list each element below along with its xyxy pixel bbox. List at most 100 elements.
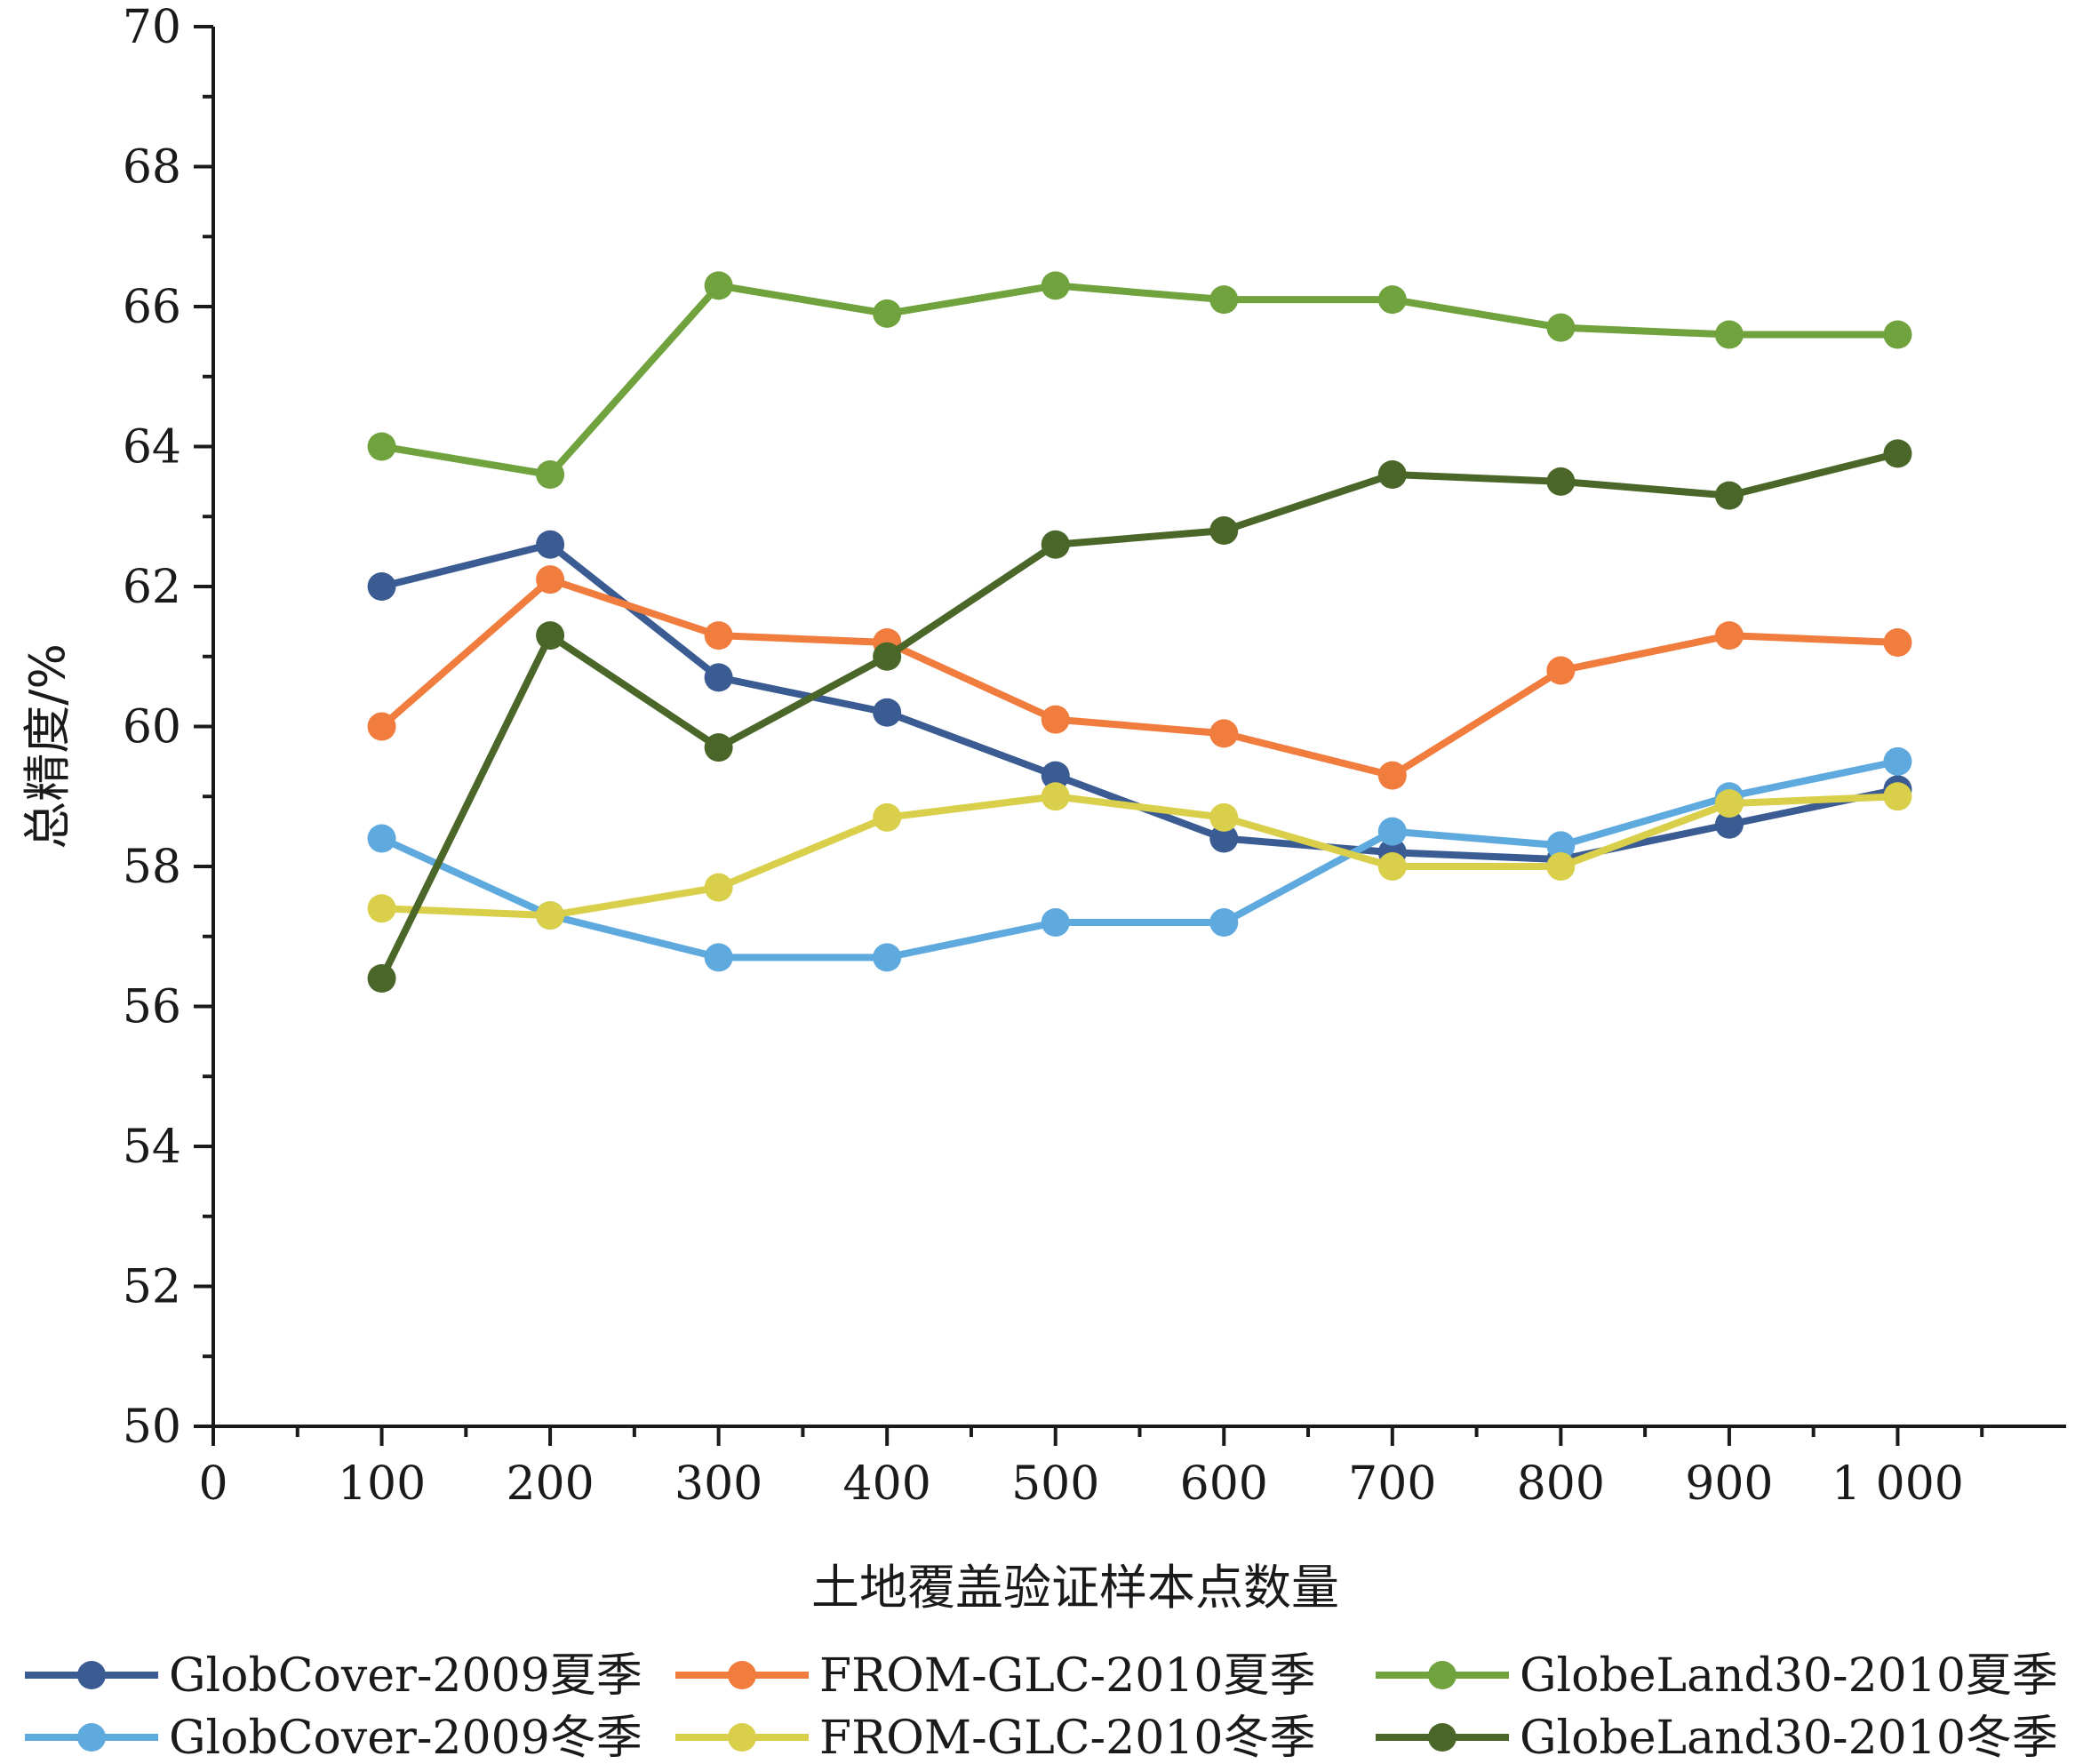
x-ticks: 0 100 200 300 400 500 600 700 800 900 1 000 xyxy=(198,1426,1984,1511)
data-point xyxy=(1041,705,1070,734)
y-axis-title: 总精度/% xyxy=(20,643,76,850)
data-point xyxy=(1209,908,1239,937)
y-tick-label: 56 xyxy=(123,981,181,1034)
data-point xyxy=(704,873,733,902)
legend-item: FROM-GLC-2010冬季 xyxy=(675,1712,1315,1764)
x-tick-label: 500 xyxy=(1011,1457,1099,1511)
data-point xyxy=(1546,656,1576,685)
data-point xyxy=(1883,746,1912,776)
data-point xyxy=(704,663,733,692)
data-point xyxy=(704,621,733,651)
series-2 xyxy=(367,565,1912,790)
data-point xyxy=(1714,481,1744,510)
series-line xyxy=(381,793,1898,920)
y-ticks: 50 52 54 56 58 60 62 64 66 68 70 xyxy=(123,1,213,1454)
series-5 xyxy=(367,782,1912,930)
series-line xyxy=(378,450,1899,980)
legend-swatch-marker xyxy=(77,1723,106,1752)
legend-swatch-marker xyxy=(728,1661,756,1689)
data-point xyxy=(1377,852,1407,881)
data-point xyxy=(1209,285,1239,315)
data-point xyxy=(536,530,565,559)
data-point xyxy=(1546,831,1576,860)
data-point xyxy=(873,698,902,727)
data-point xyxy=(1041,271,1070,300)
data-point xyxy=(1209,516,1239,545)
y-tick-label: 50 xyxy=(123,1401,181,1454)
data-point xyxy=(536,621,565,651)
y-tick-label: 66 xyxy=(123,281,181,334)
x-tick-label: 400 xyxy=(843,1457,931,1511)
legend-label: FROM-GLC-2010夏季 xyxy=(819,1649,1315,1703)
x-tick-label: 800 xyxy=(1517,1457,1605,1511)
data-point xyxy=(1883,628,1912,657)
data-point xyxy=(1714,320,1744,349)
data-point xyxy=(536,565,565,595)
data-point xyxy=(1377,761,1407,790)
data-point xyxy=(873,642,902,671)
data-point xyxy=(1041,908,1070,937)
x-tick-label: 0 xyxy=(198,1457,227,1511)
data-point xyxy=(367,572,396,601)
y-tick-label: 58 xyxy=(123,841,181,894)
data-point xyxy=(1546,467,1576,496)
data-point xyxy=(1041,761,1070,790)
data-point xyxy=(1883,782,1912,811)
legend-swatch-marker xyxy=(1428,1723,1457,1752)
legend-label: GlobeLand30-2010冬季 xyxy=(1520,1712,2058,1764)
data-point xyxy=(1377,460,1407,489)
legend-label: GlobCover-2009冬季 xyxy=(169,1712,642,1764)
data-point xyxy=(1041,782,1070,811)
data-point xyxy=(536,901,565,930)
legend-item: GlobeLand30-2010夏季 xyxy=(1376,1649,2058,1703)
data-point xyxy=(873,802,902,832)
data-point xyxy=(367,964,396,993)
y-tick-label: 60 xyxy=(123,701,181,754)
y-tick-label: 62 xyxy=(123,561,181,614)
data-point xyxy=(1377,285,1407,315)
data-point xyxy=(1883,320,1912,349)
legend-swatch-marker xyxy=(77,1661,106,1689)
legend-item: GlobeLand30-2010冬季 xyxy=(1376,1712,2058,1764)
x-tick-label: 100 xyxy=(338,1457,426,1511)
series-layer xyxy=(367,271,1912,993)
x-tick-label: 600 xyxy=(1180,1457,1268,1511)
x-tick-label: 200 xyxy=(506,1457,594,1511)
data-point xyxy=(367,894,396,923)
series-4 xyxy=(367,746,1912,972)
data-point xyxy=(704,943,733,972)
data-point xyxy=(1714,810,1744,839)
data-point xyxy=(367,432,396,461)
data-point xyxy=(1209,719,1239,748)
data-point xyxy=(1714,621,1744,651)
x-tick-label: 700 xyxy=(1348,1457,1436,1511)
y-tick-label: 68 xyxy=(123,141,181,195)
data-point xyxy=(367,712,396,741)
legend-item: GlobCover-2009冬季 xyxy=(25,1712,642,1764)
legend-label: GlobCover-2009夏季 xyxy=(169,1649,642,1703)
data-point xyxy=(1209,824,1239,853)
legend-label: FROM-GLC-2010冬季 xyxy=(819,1712,1315,1764)
data-point xyxy=(1209,802,1239,832)
legend-swatch-marker xyxy=(728,1723,756,1752)
data-point xyxy=(704,271,733,300)
legend: GlobCover-2009夏季 FROM-GLC-2010夏季 GlobeLand… xyxy=(25,1649,2058,1764)
legend-item: FROM-GLC-2010夏季 xyxy=(675,1649,1315,1703)
data-point xyxy=(1546,852,1576,881)
data-point xyxy=(1714,789,1744,818)
y-tick-label: 54 xyxy=(123,1121,181,1174)
data-point xyxy=(536,460,565,489)
data-point xyxy=(873,943,902,972)
data-point xyxy=(1546,313,1576,342)
data-point xyxy=(873,299,902,328)
legend-item: GlobCover-2009夏季 xyxy=(25,1649,642,1703)
x-tick-label: 1 000 xyxy=(1832,1457,1964,1511)
x-tick-label: 900 xyxy=(1685,1457,1773,1511)
y-tick-label: 70 xyxy=(123,1,181,54)
series-6 xyxy=(367,439,1912,993)
series-line xyxy=(379,757,1899,962)
data-point xyxy=(1883,439,1912,468)
y-tick-label: 64 xyxy=(123,421,181,475)
data-point xyxy=(1377,817,1407,846)
